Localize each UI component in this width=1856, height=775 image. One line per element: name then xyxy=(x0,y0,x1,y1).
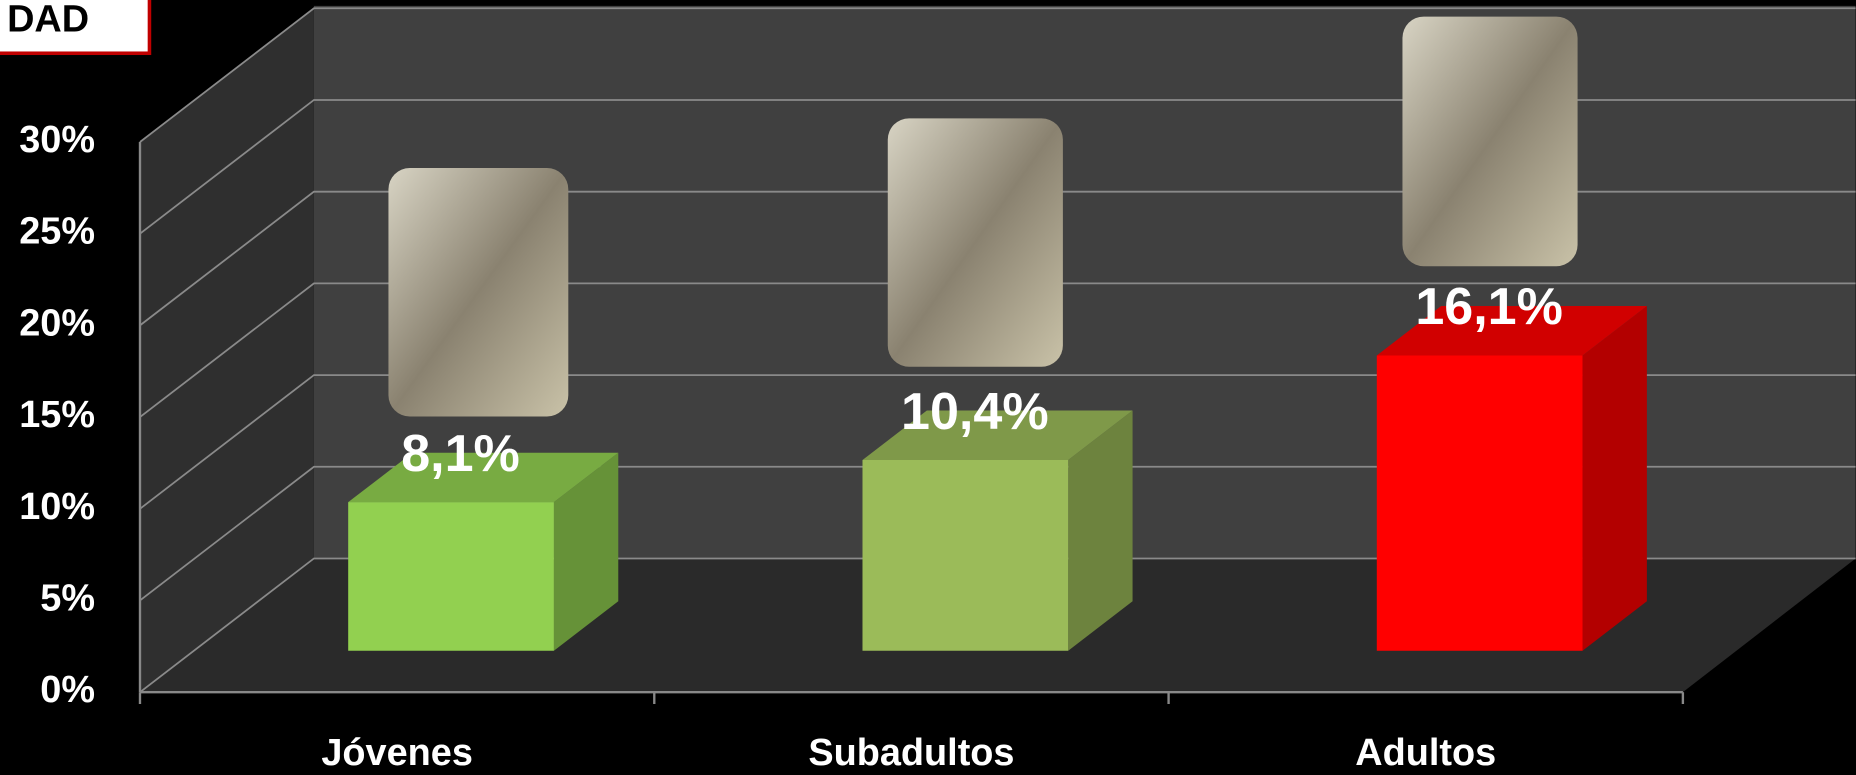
y-tick-label: 25% xyxy=(19,211,95,253)
bar-front xyxy=(348,502,554,651)
photo xyxy=(887,118,1063,367)
x-tick-label: Subadultos xyxy=(808,732,1014,774)
labels: 0% 5% 10% 15% 20% 25% 30% Jóvenes 8,1% Subadultos… xyxy=(19,119,1563,774)
y-tick-label: 5% xyxy=(40,577,95,619)
y-tick-label: 10% xyxy=(19,486,95,528)
y-tick-label: 30% xyxy=(19,119,95,161)
grid-line xyxy=(139,465,1856,602)
title-box xyxy=(0,0,152,56)
y-tick-label: 15% xyxy=(19,394,95,436)
photo xyxy=(388,168,569,417)
grid-line xyxy=(139,7,1856,143)
bar-side xyxy=(1068,410,1133,651)
bar-front xyxy=(1376,355,1583,651)
x-tick-label: Adultos xyxy=(1355,732,1496,774)
chart-title: DAD xyxy=(7,0,89,40)
bar-top xyxy=(862,410,1133,460)
bar-front xyxy=(862,459,1069,651)
bar xyxy=(348,452,619,651)
bar-side xyxy=(553,452,619,651)
grid-line xyxy=(139,557,1856,693)
grid-line xyxy=(139,374,1856,510)
y-tick-label: 0% xyxy=(40,669,95,711)
bar-top xyxy=(1376,305,1647,356)
grid-line xyxy=(139,190,1856,327)
grid-line xyxy=(139,282,1856,418)
bar xyxy=(1376,305,1647,651)
photo xyxy=(1402,16,1578,267)
bar xyxy=(862,410,1133,651)
value-label: 16,1% xyxy=(1415,278,1563,336)
grid-line xyxy=(139,99,1856,235)
x-tick-label: Jóvenes xyxy=(321,732,473,774)
value-label: 10,4% xyxy=(901,383,1049,441)
y-tick-label: 20% xyxy=(19,302,95,344)
bar-top xyxy=(348,452,619,503)
grid xyxy=(138,7,1856,705)
bars xyxy=(348,305,1647,651)
bar-side xyxy=(1582,305,1647,651)
value-label: 8,1% xyxy=(401,425,520,483)
